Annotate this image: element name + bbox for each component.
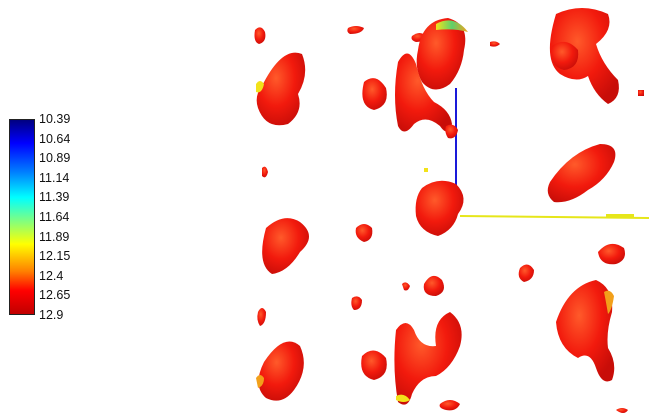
blob (254, 27, 266, 44)
rim-highlight (604, 290, 614, 314)
blob (262, 218, 309, 274)
colorbar-tick-label: 12.15 (39, 249, 71, 264)
rim-highlight (436, 20, 468, 32)
blob (394, 312, 462, 405)
blob (551, 41, 579, 70)
blob (416, 18, 466, 90)
colorbar-tick-label: 11.14 (39, 170, 70, 185)
blob (258, 341, 304, 401)
blob (556, 280, 615, 382)
blob (549, 8, 619, 104)
colorbar-tick-label: 11.64 (39, 210, 70, 224)
blob (423, 275, 444, 296)
blob (445, 124, 458, 139)
blob (256, 52, 306, 126)
blob (257, 308, 266, 326)
blob (547, 144, 616, 203)
colorbar-tick-label: 12.4 (39, 268, 64, 283)
blob (424, 168, 428, 172)
colorbar (9, 119, 35, 315)
blob (439, 400, 460, 411)
blob (355, 224, 373, 242)
blob (598, 243, 625, 265)
blob (361, 350, 387, 380)
colorbar-tick-label: 12.9 (39, 308, 64, 322)
rim-highlight (256, 375, 264, 388)
colorbar-tick-label: 10.39 (39, 112, 71, 126)
blob (362, 78, 387, 110)
blob (606, 214, 634, 218)
blob (490, 41, 500, 47)
colorbar-tick-label: 10.89 (39, 151, 71, 166)
blob (402, 282, 410, 291)
rim-highlight (256, 81, 264, 93)
colorbar-tick-label: 12.65 (39, 288, 71, 303)
blob (638, 90, 644, 96)
blob (347, 26, 364, 34)
blob (351, 296, 362, 310)
blob (518, 264, 534, 282)
blob (395, 53, 452, 132)
color-legend: 10.39 10.64 10.89 11.14 11.39 11.64 11.89 12.15… (8, 112, 78, 322)
colorbar-tick-label: 10.64 (39, 131, 71, 146)
blob (415, 180, 464, 236)
blob (616, 408, 628, 413)
colorbar-tick-label: 11.39 (39, 190, 70, 205)
blob (262, 166, 268, 178)
colorbar-tick-label: 11.89 (39, 229, 70, 244)
rim-highlight (396, 394, 410, 402)
